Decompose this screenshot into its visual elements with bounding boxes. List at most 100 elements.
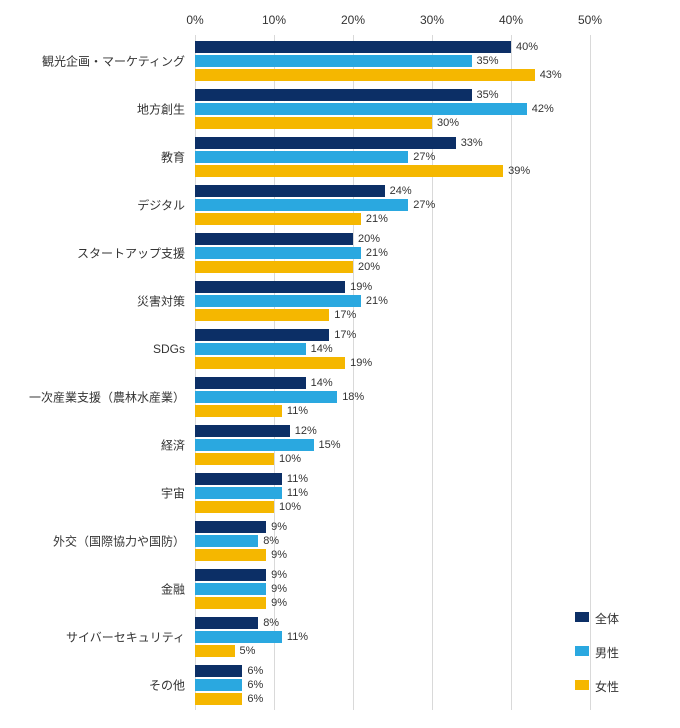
bar-value-label: 9%: [271, 597, 287, 609]
bar: [195, 617, 258, 629]
x-axis-tick-label: 40%: [499, 13, 523, 27]
bar-value-label: 15%: [319, 439, 341, 451]
bar: [195, 69, 535, 81]
bar-value-label: 35%: [477, 55, 499, 67]
category-label: スタートアップ支援: [5, 245, 185, 262]
legend-label: 男性: [595, 644, 619, 661]
bar: [195, 535, 258, 547]
legend-swatch: [575, 680, 589, 690]
bar-value-label: 35%: [477, 89, 499, 101]
legend-label: 全体: [595, 610, 619, 627]
bar-value-label: 8%: [263, 617, 279, 629]
bar-value-label: 6%: [247, 679, 263, 691]
category-label: デジタル: [5, 197, 185, 214]
category-label: その他: [5, 677, 185, 694]
legend-swatch: [575, 612, 589, 622]
bar: [195, 405, 282, 417]
bar-value-label: 14%: [311, 343, 333, 355]
bar: [195, 665, 242, 677]
category-label: 金融: [5, 581, 185, 598]
bar: [195, 41, 511, 53]
x-axis-tick-label: 0%: [186, 13, 203, 27]
bar-value-label: 30%: [437, 117, 459, 129]
bar: [195, 425, 290, 437]
bar: [195, 631, 282, 643]
bar: [195, 357, 345, 369]
bar: [195, 151, 408, 163]
bar-value-label: 9%: [271, 549, 287, 561]
bar-value-label: 27%: [413, 199, 435, 211]
legend-label: 女性: [595, 678, 619, 695]
bar-value-label: 9%: [271, 569, 287, 581]
bar: [195, 165, 503, 177]
bar: [195, 693, 242, 705]
bar: [195, 233, 353, 245]
bar-value-label: 11%: [287, 473, 308, 485]
bar: [195, 281, 345, 293]
bar: [195, 583, 266, 595]
bar-value-label: 21%: [366, 295, 388, 307]
bar-value-label: 27%: [413, 151, 435, 163]
bar: [195, 199, 408, 211]
category-label: 一次産業支援（農林水産業）: [5, 389, 185, 406]
bar: [195, 117, 432, 129]
bar: [195, 473, 282, 485]
bar: [195, 343, 306, 355]
bar: [195, 597, 266, 609]
bar: [195, 501, 274, 513]
x-axis-tick-label: 10%: [262, 13, 286, 27]
bar-value-label: 9%: [271, 583, 287, 595]
gridline: [511, 35, 512, 710]
bar: [195, 487, 282, 499]
bar: [195, 377, 306, 389]
bar-value-label: 39%: [508, 165, 530, 177]
bar-value-label: 18%: [342, 391, 364, 403]
category-label: 宇宙: [5, 485, 185, 502]
bar-value-label: 33%: [461, 137, 483, 149]
bar: [195, 137, 456, 149]
bar: [195, 439, 314, 451]
bar-value-label: 10%: [279, 501, 301, 513]
bar: [195, 103, 527, 115]
bar-value-label: 9%: [271, 521, 287, 533]
bar: [195, 645, 235, 657]
bar: [195, 569, 266, 581]
x-axis-tick-label: 20%: [341, 13, 365, 27]
bar-value-label: 11%: [287, 487, 308, 499]
bar-value-label: 17%: [334, 329, 356, 341]
bar: [195, 679, 242, 691]
bar: [195, 309, 329, 321]
bar-value-label: 17%: [334, 309, 356, 321]
bar-value-label: 21%: [366, 247, 388, 259]
category-label: SDGs: [5, 342, 185, 356]
bar: [195, 453, 274, 465]
category-label: 教育: [5, 149, 185, 166]
bar: [195, 391, 337, 403]
bar: [195, 521, 266, 533]
category-label: 観光企画・マーケティング: [5, 53, 185, 70]
bar-value-label: 20%: [358, 261, 380, 273]
bar-value-label: 10%: [279, 453, 301, 465]
bar-value-label: 14%: [311, 377, 333, 389]
grouped-bar-chart: 0%10%20%30%40%50%観光企画・マーケティング40%35%43%地方…: [0, 0, 680, 728]
bar-value-label: 11%: [287, 631, 308, 643]
bar-value-label: 24%: [390, 185, 412, 197]
bar: [195, 261, 353, 273]
category-label: 経済: [5, 437, 185, 454]
bar-value-label: 43%: [540, 69, 562, 81]
bar-value-label: 6%: [247, 693, 263, 705]
gridline: [590, 35, 591, 710]
bar-value-label: 12%: [295, 425, 317, 437]
bar-value-label: 19%: [350, 281, 372, 293]
bar-value-label: 19%: [350, 357, 372, 369]
bar: [195, 295, 361, 307]
x-axis-tick-label: 50%: [578, 13, 602, 27]
bar: [195, 329, 329, 341]
category-label: 災害対策: [5, 293, 185, 310]
bar-value-label: 8%: [263, 535, 279, 547]
bar: [195, 89, 472, 101]
bar-value-label: 40%: [516, 41, 538, 53]
category-label: サイバーセキュリティ: [5, 629, 185, 646]
bar: [195, 185, 385, 197]
bar: [195, 213, 361, 225]
